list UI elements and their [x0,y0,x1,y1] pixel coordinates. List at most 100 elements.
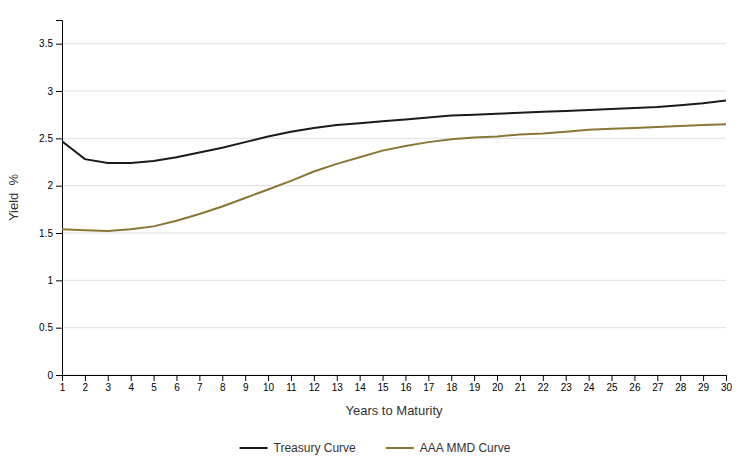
x-tick-label: 9 [243,382,249,393]
x-tick: 28 [675,375,687,393]
x-tick: 7 [197,375,203,393]
x-tick: 26 [629,375,641,393]
legend-item: AAA MMD Curve [386,441,511,455]
y-tick-mark [56,186,62,187]
y-tick-mark [56,91,62,92]
y-tick-label: 2.5 [39,133,53,144]
x-tick: 8 [220,375,226,393]
y-tick: 1.5 [39,228,62,239]
y-tick-label: 1 [47,275,53,286]
x-tick-mark [314,375,315,381]
x-axis: 1234567891011121314151617181920212223242… [60,375,733,393]
x-tick-mark [680,375,681,381]
y-tick: 2.5 [39,133,62,144]
x-tick-label: 1 [60,382,66,393]
legend-swatch [240,447,268,449]
x-tick: 18 [446,375,458,393]
x-tick-mark [383,375,384,381]
y-tick-mark [56,280,62,281]
legend-item: Treasury Curve [240,441,357,455]
x-tick-mark [108,375,109,381]
x-tick-label: 17 [423,382,435,393]
x-tick-label: 8 [220,382,226,393]
x-tick-label: 22 [538,382,550,393]
x-tick-mark [268,375,269,381]
plot-area [62,100,726,231]
y-tick-label: 3.5 [39,38,53,49]
y-tick-mark [56,328,62,329]
series-line [62,100,726,162]
x-tick: 25 [606,375,618,393]
legend-label: Treasury Curve [274,441,357,455]
x-tick: 23 [561,375,573,393]
x-tick-label: 7 [197,382,203,393]
x-tick-label: 23 [561,382,573,393]
grid-line [62,185,726,186]
x-tick-label: 16 [400,382,412,393]
y-tick: 2 [47,180,62,191]
x-tick-label: 28 [675,382,687,393]
y-tick: 3 [47,86,62,97]
x-tick-mark [543,375,544,381]
x-tick-label: 15 [377,382,389,393]
x-tick-mark [726,375,727,381]
y-tick-mark [56,375,62,376]
y-axis-title: Yield % [6,173,21,221]
x-tick: 11 [286,375,297,393]
y-tick-label: 0 [47,370,53,381]
x-tick-mark [131,375,132,381]
y-tick-label: 3 [47,86,53,97]
x-tick-mark [589,375,590,381]
x-tick-mark [612,375,613,381]
x-tick: 12 [309,375,321,393]
x-tick-mark [566,375,567,381]
x-tick-mark [520,375,521,381]
y-tick-mark [56,233,62,234]
x-tick: 3 [106,375,112,393]
x-tick: 16 [400,375,412,393]
x-tick: 19 [469,375,481,393]
x-axis-title: Years to Maturity [345,403,443,418]
x-tick-label: 10 [263,382,275,393]
y-tick-label: 1.5 [39,228,53,239]
x-tick-mark [497,375,498,381]
x-tick: 14 [355,375,367,393]
x-tick-mark [657,375,658,381]
x-tick-label: 20 [492,382,504,393]
x-axis-line [63,376,727,382]
x-tick-mark [176,375,177,381]
x-tick: 13 [332,375,344,393]
y-tick-mark [56,44,62,45]
y-axis-line [56,21,63,376]
x-tick: 29 [698,375,710,393]
x-tick-mark [85,375,86,381]
x-tick-mark [360,375,361,381]
grid-line [62,280,726,281]
x-tick-mark [634,375,635,381]
x-tick-label: 30 [721,382,733,393]
x-tick: 30 [721,375,733,393]
y-tick: 0.5 [39,322,62,333]
x-tick-mark [199,375,200,381]
x-tick: 15 [377,375,389,393]
x-tick-label: 5 [151,382,157,393]
x-tick-mark [245,375,246,381]
y-tick: 0 [47,370,62,381]
x-tick: 27 [652,375,664,393]
x-tick-label: 2 [83,382,89,393]
grid [62,44,726,375]
x-tick-label: 6 [174,382,180,393]
x-tick: 10 [263,375,275,393]
x-tick-mark [474,375,475,381]
x-tick: 17 [423,375,435,393]
x-tick-label: 21 [515,382,527,393]
legend-swatch [386,447,414,449]
grid-line [62,138,726,139]
x-tick: 24 [584,375,596,393]
x-tick-label: 14 [355,382,367,393]
x-tick-mark [291,375,292,381]
y-tick: 1 [47,275,62,286]
x-tick-mark [428,375,429,381]
x-tick: 20 [492,375,504,393]
legend-label: AAA MMD Curve [420,441,511,455]
